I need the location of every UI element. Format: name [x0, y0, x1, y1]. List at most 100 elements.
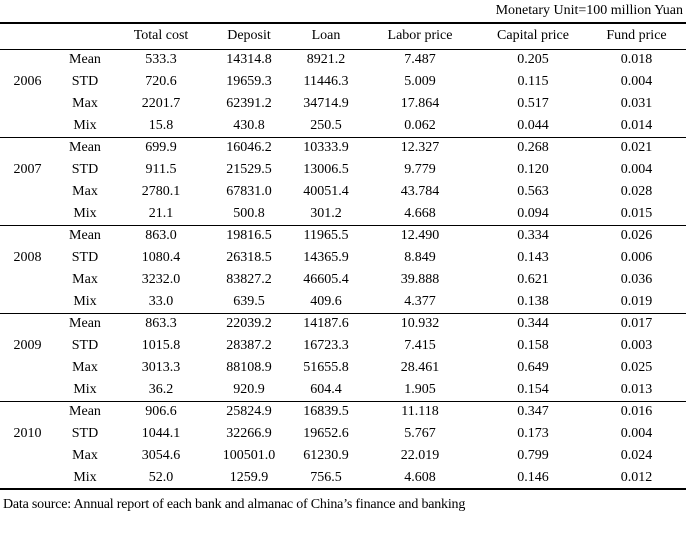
year-cell-empty [0, 203, 55, 226]
col-header-capital-price: Capital price [479, 23, 587, 50]
value-cell: 1259.9 [229, 469, 269, 485]
stat-label: STD [71, 250, 99, 265]
value-cell: 11446.3 [303, 74, 349, 89]
value-cell: 33.0 [115, 291, 207, 314]
value-cell: 12.327 [400, 140, 440, 156]
stat-label: Mix [55, 291, 115, 314]
value-cell: 8921.2 [306, 52, 346, 68]
year-cell-empty [0, 291, 55, 314]
stat-label: Max [72, 184, 98, 199]
year-cell-empty [0, 313, 55, 335]
table-row: Mean 533.3 14314.8 8921.2 7.487 0.205 0.018 [0, 49, 686, 71]
table-row: 2010 STD 1044.1 32266.9 19652.6 5.767 0.173 0.0… [0, 423, 686, 445]
value-cell: 1015.8 [141, 338, 181, 353]
value-cell: 32266.9 [226, 426, 272, 441]
value-cell: 920.9 [207, 379, 291, 402]
value-cell: 756.5 [310, 469, 342, 485]
value-cell: 0.334 [517, 228, 549, 244]
year-cell-empty [0, 181, 55, 203]
year-cell-empty [0, 445, 55, 467]
value-cell: 52.0 [148, 469, 174, 485]
value-cell: 67831.0 [226, 184, 272, 199]
stat-label: Max [72, 96, 98, 111]
year-cell-empty [0, 401, 55, 423]
value-cell: 19652.6 [303, 426, 349, 441]
value-cell: 5.009 [404, 74, 436, 89]
value-cell: 61230.9 [303, 448, 349, 463]
value-cell: 14314.8 [226, 52, 272, 68]
value-cell: 0.004 [620, 74, 653, 89]
value-cell: 906.6 [145, 404, 177, 420]
value-cell: 51655.8 [303, 360, 349, 375]
value-cell: 11.118 [401, 404, 439, 420]
value-cell: 0.004 [620, 426, 653, 441]
value-cell: 0.024 [620, 448, 653, 463]
value-cell: 46605.4 [303, 272, 349, 287]
value-cell: 1044.1 [141, 426, 181, 441]
stat-label: STD [71, 426, 99, 441]
value-cell: 0.017 [620, 316, 653, 332]
year-cell-empty [0, 93, 55, 115]
col-header-year [0, 23, 55, 50]
value-cell: 430.8 [207, 115, 291, 138]
value-cell: 0.268 [517, 140, 549, 156]
value-cell: 14365.9 [303, 250, 349, 265]
value-cell: 7.415 [404, 338, 436, 353]
value-cell: 40051.4 [303, 184, 349, 199]
value-cell: 2780.1 [141, 184, 181, 199]
value-cell: 0.026 [620, 228, 653, 244]
value-cell: 250.5 [291, 115, 361, 138]
value-cell: 25824.9 [226, 404, 272, 420]
stat-label: Mean [69, 404, 101, 420]
monetary-unit-note: Monetary Unit=100 million Yuan [495, 3, 683, 18]
value-cell: 2201.7 [141, 96, 181, 111]
value-cell: 639.5 [207, 291, 291, 314]
year-cell-empty [0, 115, 55, 138]
col-header-fund-price: Fund price [587, 23, 686, 50]
value-cell: 34714.9 [303, 96, 349, 111]
stat-label: Max [72, 272, 98, 287]
value-cell: 604.4 [291, 379, 361, 402]
col-header-deposit: Deposit [207, 23, 291, 50]
value-cell: 0.014 [587, 115, 686, 138]
value-cell: 3232.0 [141, 272, 181, 287]
value-cell: 16723.3 [303, 338, 349, 353]
stat-label: Mean [69, 316, 101, 332]
year-cell-empty [0, 357, 55, 379]
value-cell: 0.021 [620, 140, 653, 156]
value-cell: 10333.9 [303, 140, 349, 156]
value-cell: 0.517 [517, 96, 549, 111]
value-cell: 16046.2 [226, 140, 272, 156]
value-cell: 911.5 [145, 162, 177, 177]
value-cell: 0.115 [517, 74, 549, 89]
col-header-total-cost: Total cost [115, 23, 207, 50]
value-cell: 28387.2 [226, 338, 272, 353]
stat-label: Mean [69, 52, 101, 68]
value-cell: 15.8 [115, 115, 207, 138]
value-cell: 409.6 [291, 291, 361, 314]
table-row: Mix 15.8 430.8 250.5 0.062 0.044 0.014 [0, 115, 686, 138]
value-cell: 0.799 [517, 448, 549, 463]
value-cell: 19816.5 [226, 228, 272, 244]
value-cell: 12.490 [400, 228, 440, 244]
value-cell: 0.344 [517, 316, 549, 332]
value-cell: 21529.5 [226, 162, 272, 177]
year-cell-empty [0, 467, 55, 489]
stat-label: STD [71, 338, 99, 353]
value-cell: 9.779 [404, 162, 436, 177]
value-cell: 0.146 [517, 469, 549, 485]
value-cell: 699.9 [145, 140, 177, 156]
year-cell-empty [0, 225, 55, 247]
table-row: Max 3232.0 83827.2 46605.4 39.888 0.621 0.036 [0, 269, 686, 291]
value-cell: 0.154 [479, 379, 587, 402]
value-cell: 863.3 [145, 316, 177, 332]
table-row: 2006 STD 720.6 19659.3 11446.3 5.009 0.115 0.00… [0, 71, 686, 93]
table-row: Mean 863.3 22039.2 14187.6 10.932 0.344 0.017 [0, 313, 686, 335]
value-cell: 0.205 [517, 52, 549, 68]
year-label: 2008 [13, 250, 42, 265]
value-cell: 28.461 [400, 360, 440, 375]
value-cell: 5.767 [404, 426, 436, 441]
value-cell: 0.158 [517, 338, 549, 353]
table-body: Mean 533.3 14314.8 8921.2 7.487 0.205 0.018 200… [0, 49, 686, 489]
